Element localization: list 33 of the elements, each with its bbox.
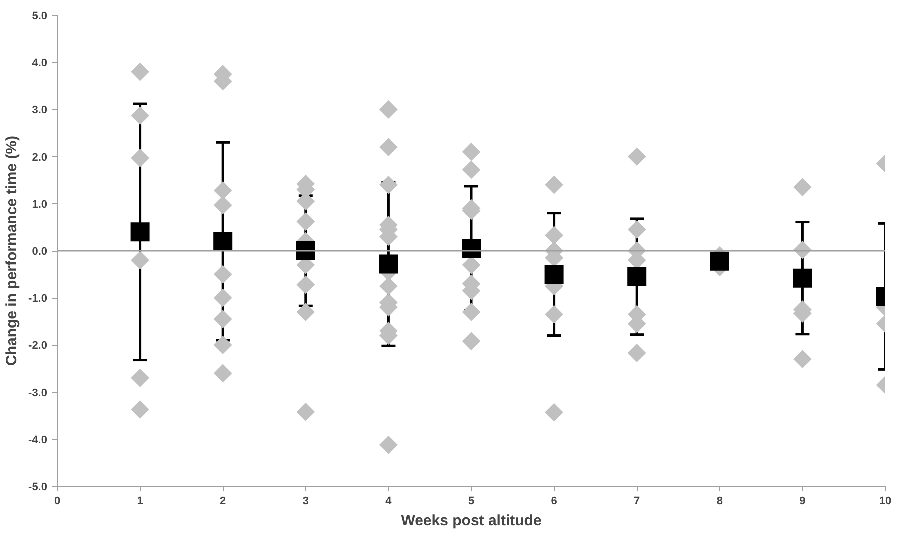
x-tick-label: 9 bbox=[800, 496, 806, 508]
y-tick-label: 4.0 bbox=[32, 58, 48, 70]
x-tick-label: 2 bbox=[220, 496, 226, 508]
y-tick-label: -5.0 bbox=[28, 482, 48, 494]
x-tick-label: 0 bbox=[54, 496, 61, 508]
point bbox=[628, 267, 647, 286]
y-tick-label: -3.0 bbox=[28, 387, 48, 400]
point bbox=[710, 252, 730, 271]
y-tick-label: -4.0 bbox=[28, 434, 48, 446]
x-tick-label: 6 bbox=[551, 496, 558, 508]
y-tick-label: 1.0 bbox=[32, 198, 48, 211]
x-tick-label: 4 bbox=[386, 496, 393, 508]
point bbox=[793, 268, 812, 288]
y-tick-label: -1.0 bbox=[28, 293, 48, 306]
x-tick-label: 3 bbox=[302, 496, 309, 508]
x-tick-label: 8 bbox=[716, 496, 723, 508]
point bbox=[462, 239, 481, 258]
point bbox=[544, 265, 564, 284]
y-axis-title: Change in performance time (%) bbox=[4, 136, 21, 366]
y-tick-label: 3.0 bbox=[32, 104, 48, 117]
y-tick-label: -2.0 bbox=[28, 340, 48, 352]
y-tick-label: 0.0 bbox=[32, 246, 48, 258]
point bbox=[379, 254, 398, 274]
x-tick-label: 7 bbox=[634, 496, 640, 508]
x-tick-label: 10 bbox=[879, 496, 892, 508]
point bbox=[130, 222, 150, 242]
point bbox=[214, 232, 233, 252]
y-tick-label: 2.0 bbox=[32, 152, 48, 164]
point bbox=[296, 242, 316, 260]
x-tick-label: 5 bbox=[468, 496, 475, 508]
x-axis-title: Weeks post altitude bbox=[401, 512, 542, 530]
y-tick-label: 5.0 bbox=[32, 10, 48, 22]
x-tick-label: 1 bbox=[137, 496, 144, 508]
